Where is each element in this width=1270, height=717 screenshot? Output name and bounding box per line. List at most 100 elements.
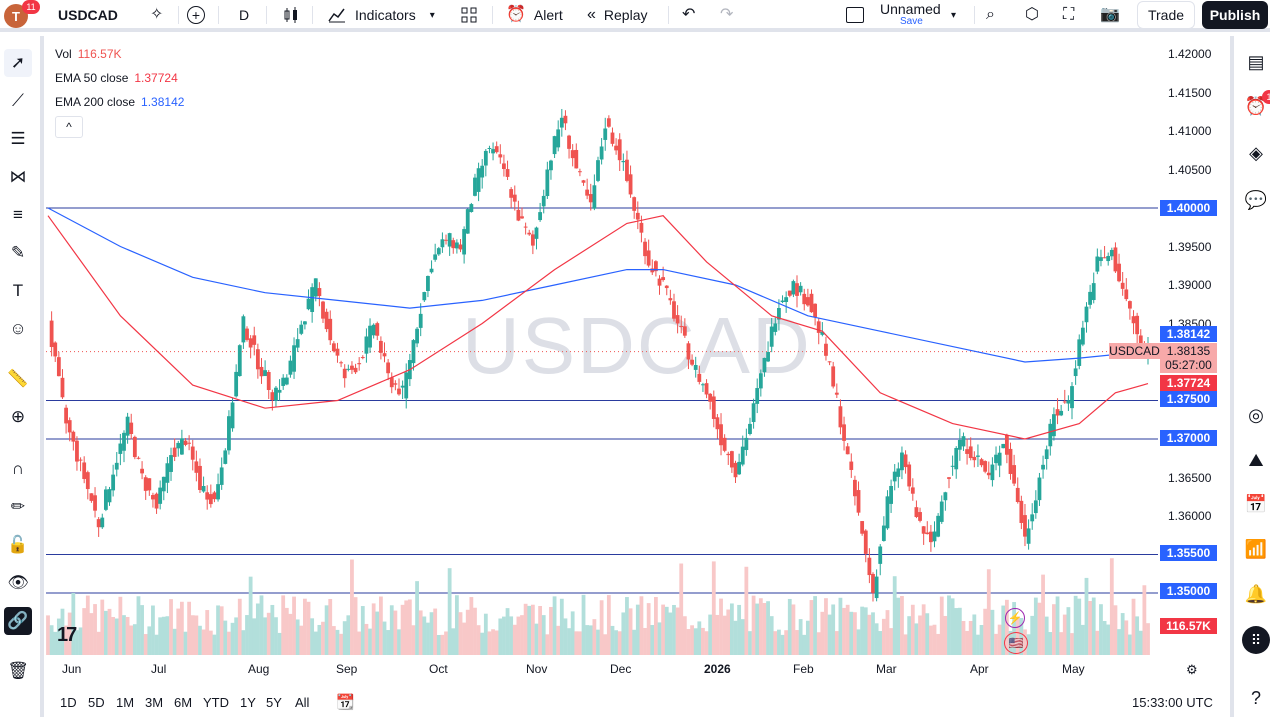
layout-square-icon[interactable]: [846, 0, 864, 30]
candle-body: [169, 455, 173, 472]
volume-bar: [805, 620, 810, 655]
symbol-name[interactable]: USDCAD: [58, 7, 118, 23]
volume-bar: [570, 611, 575, 655]
link-icon[interactable]: 🔗: [4, 607, 32, 635]
fib-lines-icon[interactable]: ☰: [10, 129, 26, 148]
volume-bar: [809, 600, 814, 655]
volume-bar: [480, 632, 485, 655]
date-range-icon[interactable]: 📆: [336, 694, 355, 711]
volume-bar: [1124, 620, 1129, 655]
pencil-lock-icon[interactable]: ✏: [10, 497, 26, 516]
collapse-legend-button[interactable]: ^: [55, 116, 83, 138]
cursor-icon[interactable]: ➚: [4, 49, 32, 77]
lock-icon[interactable]: 🔓: [7, 535, 29, 554]
pattern-icon[interactable]: ⋈: [9, 167, 27, 186]
alerts-clock-icon[interactable]: ⏰: [1244, 95, 1268, 116]
magnet-icon[interactable]: ∩: [11, 459, 25, 478]
target-icon[interactable]: ◎: [1248, 404, 1264, 425]
volume-bar: [860, 606, 865, 655]
volume-bar: [545, 634, 550, 655]
indicators-button[interactable]: Indicators ▾: [327, 0, 435, 30]
layout-grid-icon[interactable]: [460, 0, 478, 30]
forecast-icon[interactable]: ≡: [13, 205, 23, 224]
candle-body: [918, 512, 922, 521]
candle-body: [404, 372, 409, 399]
range-6m[interactable]: 6M: [174, 695, 193, 710]
layout-save-link[interactable]: Save: [900, 15, 923, 27]
undo-icon[interactable]: ↶: [682, 6, 696, 23]
publish-button[interactable]: Publish: [1202, 1, 1268, 29]
volume-bar: [1109, 558, 1114, 655]
volume-bar: [118, 596, 123, 655]
volume-bar: [617, 631, 622, 655]
price-chart[interactable]: [46, 40, 1226, 685]
trade-button[interactable]: Trade: [1137, 1, 1195, 29]
volume-value: 116.57K: [77, 47, 122, 61]
layout-name[interactable]: Unnamed: [880, 1, 941, 17]
range-1y[interactable]: 1Y: [240, 695, 256, 710]
candle-body: [802, 293, 807, 305]
us-flag-event-icon[interactable]: 🇺🇸: [1004, 632, 1028, 654]
range-all[interactable]: All: [295, 695, 310, 710]
replay-button[interactable]: « Replay: [587, 0, 648, 30]
range-3m[interactable]: 3M: [145, 695, 164, 710]
volume-bar: [824, 598, 828, 655]
settings-hex-icon[interactable]: ⬡: [1025, 6, 1039, 23]
chat-icon[interactable]: 💬: [1244, 189, 1268, 210]
volume-bar: [458, 612, 463, 655]
calendar-icon[interactable]: 📅: [1244, 493, 1268, 514]
brush-icon[interactable]: ✎: [10, 243, 26, 262]
range-1d[interactable]: 1D: [60, 695, 77, 710]
layers-icon[interactable]: ◈: [1249, 142, 1263, 163]
range-5y[interactable]: 5Y: [266, 695, 282, 710]
range-5d[interactable]: 5D: [88, 695, 105, 710]
volume-bar: [451, 628, 456, 655]
chevron-down-icon[interactable]: ▾: [951, 9, 957, 21]
help-icon[interactable]: ?: [1250, 687, 1261, 708]
fullscreen-icon[interactable]: ⛶: [1063, 6, 1075, 23]
eye-icon[interactable]: 👁: [7, 573, 29, 592]
text-icon[interactable]: T: [12, 281, 24, 300]
emoji-icon[interactable]: ☺: [9, 319, 27, 338]
alert-button[interactable]: ⏰ Alert: [506, 0, 563, 30]
redo-icon[interactable]: ↷: [720, 6, 734, 23]
candle-body: [719, 424, 723, 446]
dividend-event-icon[interactable]: ⚡: [1005, 608, 1025, 628]
volume-bar: [111, 616, 116, 655]
range-1m[interactable]: 1M: [116, 695, 135, 710]
clock[interactable]: 15:33:00 UTC: [1132, 695, 1213, 710]
candle-body: [1080, 327, 1085, 345]
volume-bar: [509, 616, 514, 655]
broadcast-icon[interactable]: 📶: [1244, 538, 1268, 559]
interval-button[interactable]: D: [239, 0, 249, 30]
candle-body: [114, 462, 119, 470]
range-ytd[interactable]: YTD: [203, 695, 229, 710]
trash-icon[interactable]: 🗑: [7, 661, 29, 680]
trend-line-icon[interactable]: ⟋: [12, 91, 24, 110]
compare-icon[interactable]: ✧: [150, 6, 164, 23]
candle-body: [1023, 515, 1027, 537]
apps-grid-icon[interactable]: ⠿: [1242, 626, 1270, 654]
ruler-icon[interactable]: 📏: [7, 369, 29, 388]
candle-body: [255, 349, 260, 370]
volume-bar: [263, 617, 268, 655]
candle-body: [896, 468, 901, 477]
candle-body: [454, 242, 459, 249]
volume-bar: [643, 627, 647, 655]
add-symbol-icon[interactable]: +: [187, 0, 205, 30]
candle-body: [1066, 400, 1071, 404]
watchlist-icon[interactable]: ▤: [1247, 51, 1265, 72]
candle-body: [426, 275, 430, 292]
candle-body: [324, 311, 329, 330]
volume-bar: [444, 631, 448, 655]
ideas-icon[interactable]: ⛰: [1248, 449, 1264, 470]
zoom-in-icon[interactable]: ⊕: [10, 407, 26, 426]
candles-icon[interactable]: [282, 0, 300, 30]
axis-settings-icon[interactable]: ⚙: [1186, 662, 1198, 677]
camera-icon[interactable]: 📷: [1100, 6, 1120, 23]
candle-body: [303, 321, 307, 325]
candle-body: [541, 195, 546, 207]
candle-body: [89, 493, 94, 501]
bell-icon[interactable]: 🔔: [1244, 583, 1268, 604]
quick-search-icon[interactable]: ⌕: [986, 6, 995, 23]
